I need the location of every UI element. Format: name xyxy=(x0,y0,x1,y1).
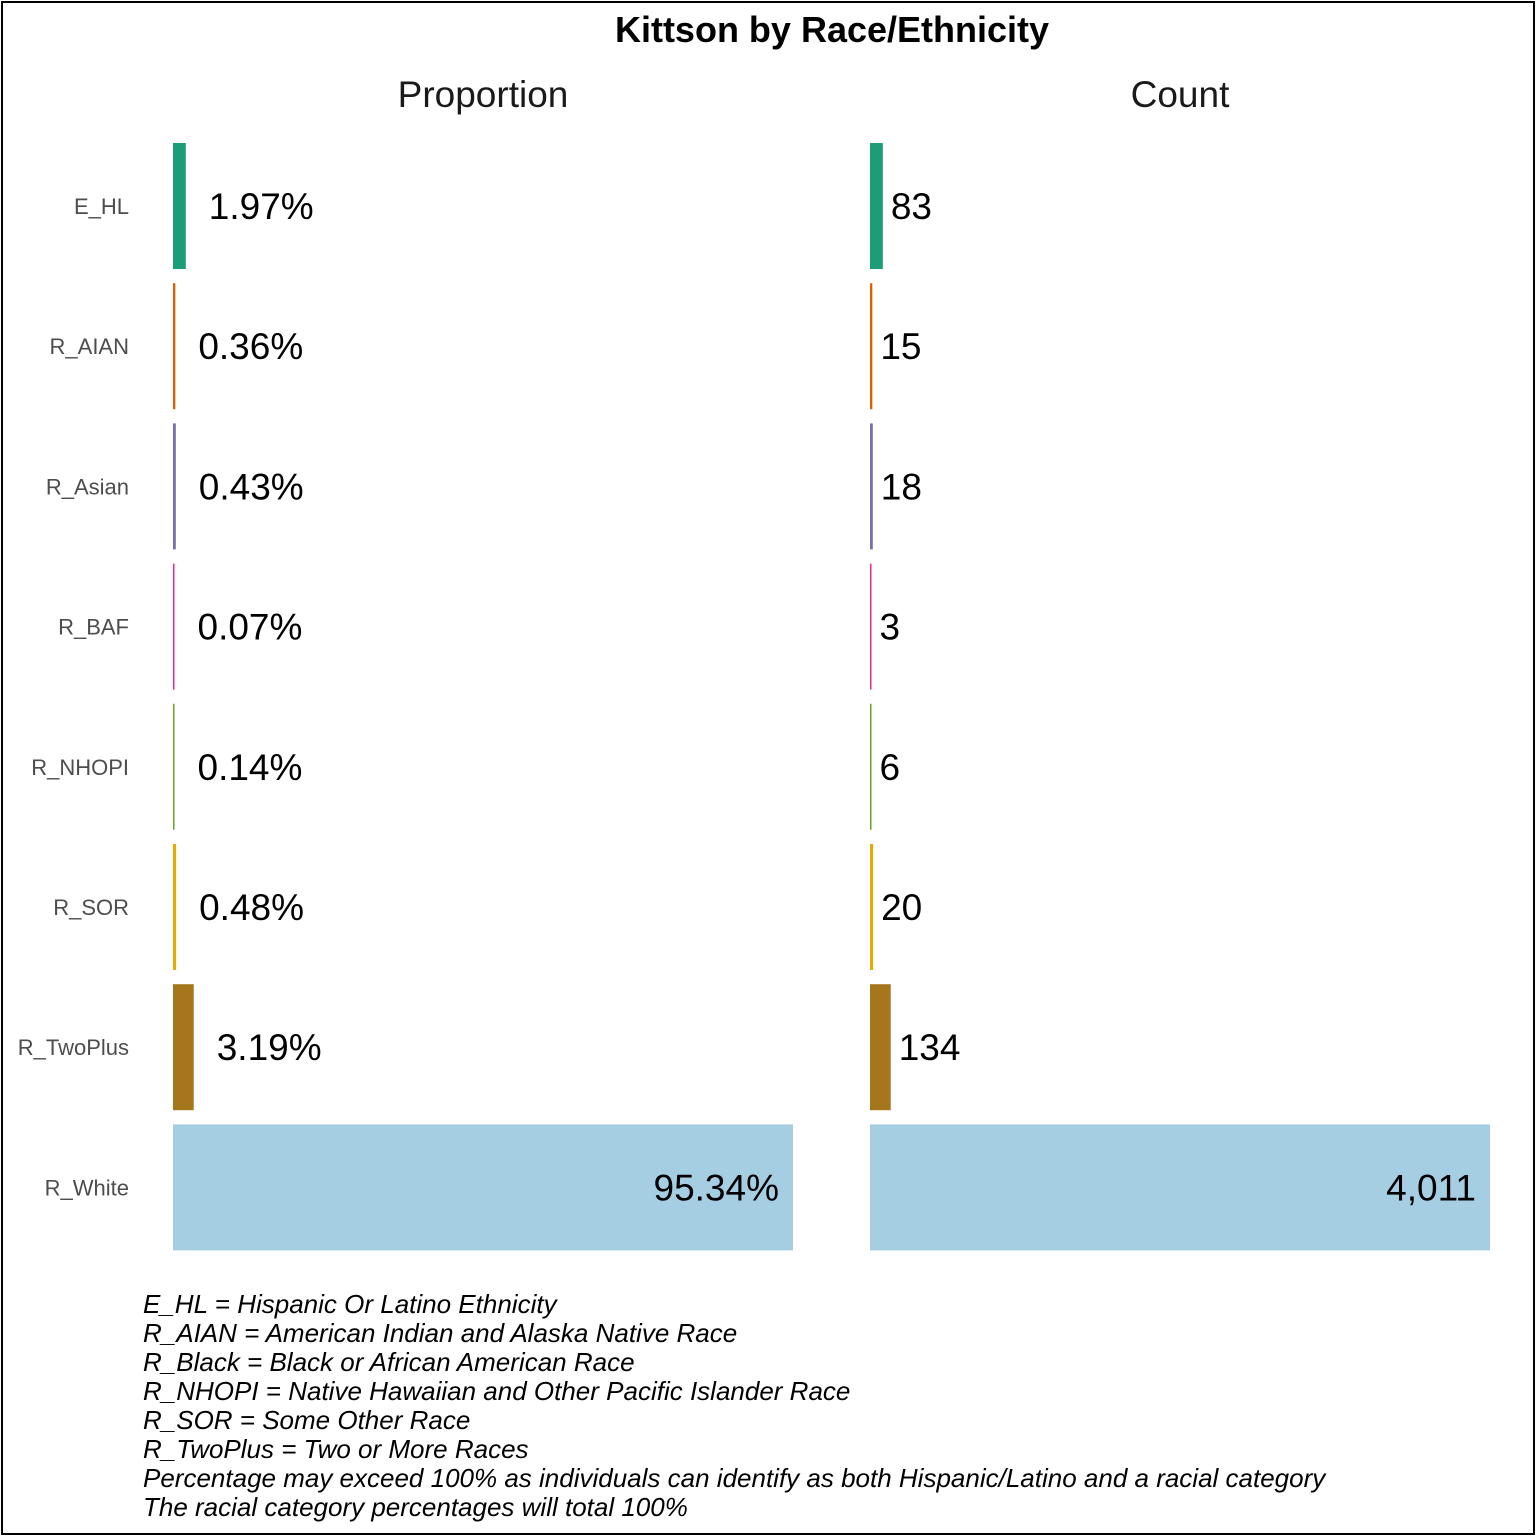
bars xyxy=(173,143,1490,1251)
bar-proportion-r-twoplus xyxy=(173,984,194,1111)
value-label-proportion-r-baf: 0.07% xyxy=(198,607,303,648)
bar-proportion-r-white xyxy=(173,1124,793,1251)
caption-line: E_HL = Hispanic Or Latino Ethnicity xyxy=(143,1289,557,1319)
bar-count-r-baf xyxy=(870,563,872,690)
row-label-r-white: R_White xyxy=(45,1175,129,1200)
bar-proportion-r-baf xyxy=(173,563,175,690)
bar-proportion-r-aian xyxy=(173,283,176,410)
value-label-count-r-twoplus: 134 xyxy=(899,1027,961,1068)
caption-line: Percentage may exceed 100% as individual… xyxy=(143,1463,1326,1493)
value-label-proportion-r-sor: 0.48% xyxy=(199,887,304,928)
caption-line: R_TwoPlus = Two or More Races xyxy=(143,1434,529,1464)
value-label-count-r-aian: 15 xyxy=(880,326,921,367)
value-label-proportion-r-white: 95.34% xyxy=(654,1167,780,1208)
caption-line: R_SOR = Some Other Race xyxy=(143,1405,471,1435)
value-label-count-r-nhopi: 6 xyxy=(880,747,901,788)
row-label-r-aian: R_AIAN xyxy=(50,334,129,359)
chart-title: Kittson by Race/Ethnicity xyxy=(615,9,1049,50)
value-label-count-r-asian: 18 xyxy=(881,466,922,507)
bar-proportion-r-nhopi xyxy=(173,703,175,830)
caption: E_HL = Hispanic Or Latino Ethnicity R_AI… xyxy=(143,1290,1325,1522)
value-label-proportion-r-twoplus: 3.19% xyxy=(217,1027,322,1068)
caption-line: R_NHOPI = Native Hawaiian and Other Paci… xyxy=(143,1376,851,1406)
panel-title-proportion: Proportion xyxy=(398,74,569,115)
caption-line: R_AIAN = American Indian and Alaska Nati… xyxy=(143,1318,738,1348)
bar-proportion-r-sor xyxy=(173,844,177,970)
value-label-count-r-white: 4,011 xyxy=(1386,1167,1476,1208)
value-label-count-r-sor: 20 xyxy=(881,887,922,928)
bar-count-e-hl xyxy=(870,143,883,269)
caption-line: R_Black = Black or African American Race xyxy=(143,1347,635,1377)
bar-count-r-asian xyxy=(870,423,873,550)
row-label-r-twoplus: R_TwoPlus xyxy=(18,1035,129,1060)
bar-count-r-nhopi xyxy=(870,703,872,830)
row-label-e-hl: E_HL xyxy=(74,194,129,219)
bar-count-r-twoplus xyxy=(870,984,891,1111)
value-label-count-r-baf: 3 xyxy=(880,607,901,648)
bar-proportion-e-hl xyxy=(173,143,186,269)
bar-proportion-r-asian xyxy=(173,423,176,550)
row-label-r-asian: R_Asian xyxy=(46,474,129,499)
value-label-proportion-r-nhopi: 0.14% xyxy=(198,747,303,788)
row-label-r-nhopi: R_NHOPI xyxy=(31,755,129,780)
bar-count-r-white xyxy=(870,1124,1490,1251)
value-label-proportion-r-asian: 0.43% xyxy=(199,466,304,507)
value-labels: 1.97% 0.36% 0.43% 0.07% 0.14% 0.48% 3.19% 95.34… xyxy=(198,186,1477,1208)
value-label-count-e-hl: 83 xyxy=(891,186,932,227)
row-labels: E_HL R_AIAN R_Asian R_BAF R_NHOPI R_SOR R_TwoP… xyxy=(18,194,129,1200)
bar-count-r-aian xyxy=(870,283,873,410)
value-label-proportion-r-aian: 0.36% xyxy=(198,326,303,367)
row-label-r-sor: R_SOR xyxy=(53,895,129,920)
panel-title-count: Count xyxy=(1131,74,1230,115)
caption-line: The racial category percentages will tot… xyxy=(143,1492,688,1522)
bar-count-r-sor xyxy=(870,844,874,970)
value-label-proportion-e-hl: 1.97% xyxy=(209,186,314,227)
row-label-r-baf: R_BAF xyxy=(58,615,129,640)
